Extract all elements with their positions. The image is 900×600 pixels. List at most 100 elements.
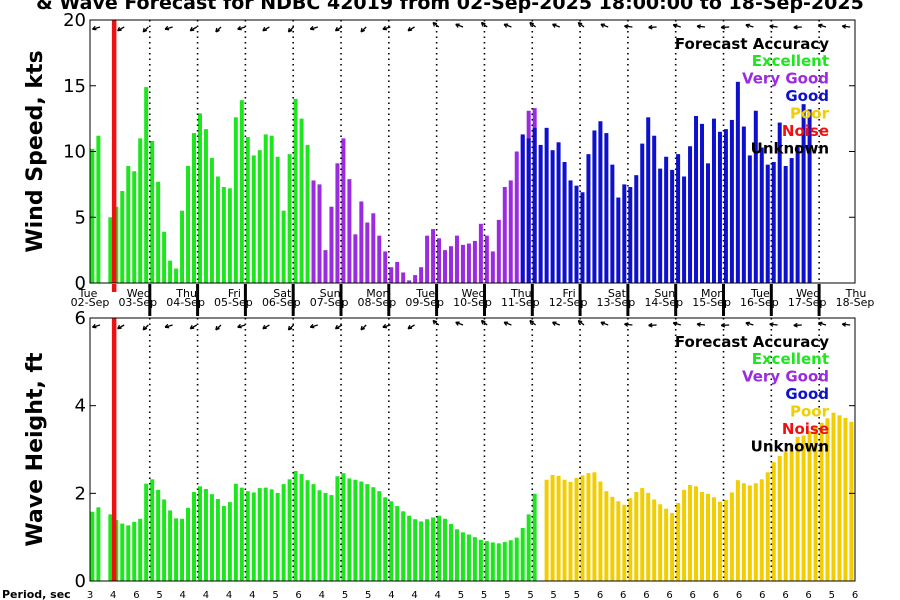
wave-bar bbox=[550, 474, 555, 581]
wind-arrow-head bbox=[818, 321, 823, 327]
wave-ylabel: Wave Height, ft bbox=[23, 352, 48, 547]
wave-bar bbox=[287, 479, 292, 581]
wind-bar bbox=[646, 117, 651, 283]
wind-arrow-head bbox=[672, 321, 678, 327]
wave-bar bbox=[174, 518, 179, 581]
legend-entry-noise: Noise bbox=[782, 420, 829, 438]
wind-bar bbox=[221, 187, 226, 283]
wind-series-excellent bbox=[90, 87, 310, 284]
wind-bar bbox=[664, 156, 669, 283]
wind-bar bbox=[502, 187, 507, 283]
wave-bar bbox=[676, 502, 681, 581]
wind-ylabel: Wind Speed, kts bbox=[23, 50, 48, 252]
wind-arrow-head bbox=[577, 21, 583, 27]
date-label-16: 18-Sep bbox=[836, 296, 875, 309]
wave-bar bbox=[777, 456, 782, 581]
wave-bar bbox=[616, 501, 621, 581]
wave-bar bbox=[443, 518, 448, 581]
wave-bar bbox=[502, 541, 507, 581]
wind-arrow-head bbox=[334, 324, 340, 330]
wave-bar bbox=[729, 492, 734, 581]
wind-direction-arrow bbox=[503, 321, 512, 326]
wind-bar bbox=[257, 150, 262, 283]
wind-direction-arrow bbox=[818, 23, 827, 29]
date-label-9: 11-Sep bbox=[501, 296, 540, 309]
wave-bar bbox=[347, 478, 352, 581]
wave-bar bbox=[395, 506, 400, 581]
wind-direction-arrow bbox=[360, 26, 367, 33]
day-strip-noise-mark bbox=[111, 284, 117, 292]
wave-noise-line bbox=[111, 318, 117, 581]
wind-bar bbox=[735, 81, 740, 283]
wind-arrow-head bbox=[407, 324, 413, 330]
wind-direction-arrow bbox=[624, 24, 633, 29]
wind-bar bbox=[544, 127, 549, 283]
wind-bar bbox=[275, 156, 280, 283]
wind-direction-arrow bbox=[745, 23, 754, 29]
wind-bar bbox=[532, 127, 537, 283]
legend-entry-good: Good bbox=[785, 385, 829, 403]
wind-bar bbox=[723, 129, 728, 283]
wind-arrow-head bbox=[696, 24, 702, 29]
day-label-14: Tue bbox=[750, 287, 770, 300]
wind-ytick-label: 5 bbox=[75, 207, 86, 228]
period-value: 6 bbox=[666, 590, 672, 600]
wind-direction-arrow bbox=[262, 324, 270, 330]
wind-bar bbox=[293, 98, 298, 284]
wave-bar bbox=[341, 473, 346, 581]
wind-arrow-head bbox=[672, 23, 678, 29]
wind-direction-arrow bbox=[818, 321, 827, 327]
legend-title: Forecast Accuracy bbox=[675, 35, 829, 53]
day-label-3: Fri bbox=[228, 287, 241, 300]
wave-bar bbox=[562, 479, 567, 581]
day-label-8: Wed bbox=[462, 287, 486, 300]
wave-bar bbox=[132, 521, 137, 581]
wave-bar bbox=[652, 499, 657, 581]
wind-bar bbox=[197, 113, 202, 284]
wave-bar bbox=[389, 501, 394, 581]
period-value: 6 bbox=[690, 590, 696, 600]
wind-arrow-head bbox=[600, 23, 605, 28]
wind-direction-arrow bbox=[672, 23, 681, 29]
wind-direction-arrow bbox=[769, 24, 778, 29]
wave-bar bbox=[203, 488, 208, 581]
wind-arrow-head bbox=[382, 323, 387, 329]
period-value: 5 bbox=[365, 590, 371, 600]
wind-bar bbox=[371, 213, 376, 283]
period-value: 6 bbox=[597, 590, 603, 600]
wind-direction-arrow bbox=[237, 323, 246, 329]
wind-arrow-head bbox=[360, 325, 365, 331]
date-label-6: 08-Sep bbox=[358, 296, 397, 309]
wind-arrow-head bbox=[503, 23, 509, 28]
wind-bar bbox=[227, 188, 232, 283]
wind-bar bbox=[239, 100, 244, 284]
wind-arrow-head bbox=[552, 321, 557, 326]
period-value: 4 bbox=[203, 590, 209, 600]
wave-bar bbox=[454, 529, 459, 581]
date-label-5: 07-Sep bbox=[310, 296, 349, 309]
wind-bar bbox=[556, 142, 561, 283]
wind-direction-arrow bbox=[841, 24, 851, 29]
wind-direction-arrow bbox=[360, 324, 367, 331]
wind-direction-arrow bbox=[503, 23, 512, 28]
wind-bar bbox=[437, 238, 442, 283]
wave-bar bbox=[664, 508, 669, 581]
wind-bar bbox=[616, 197, 621, 283]
wind-arrow-head bbox=[529, 319, 534, 325]
wind-bar bbox=[150, 140, 155, 283]
period-value: 5 bbox=[574, 590, 580, 600]
wind-bar bbox=[670, 169, 675, 283]
wave-bar bbox=[735, 480, 740, 581]
wind-direction-arrow bbox=[841, 322, 851, 327]
day-label-9: Thu bbox=[510, 287, 532, 300]
wave-bar bbox=[568, 481, 573, 581]
wind-arrow-head bbox=[552, 23, 557, 28]
wind-bar bbox=[807, 109, 812, 283]
day-label-5: Sun bbox=[320, 287, 341, 300]
wave-bar bbox=[801, 435, 806, 581]
wave-bar bbox=[168, 510, 173, 581]
period-value: 6 bbox=[736, 590, 742, 600]
day-strip-separator bbox=[769, 284, 773, 316]
period-value: 5 bbox=[342, 590, 348, 600]
wind-bar bbox=[305, 144, 310, 283]
